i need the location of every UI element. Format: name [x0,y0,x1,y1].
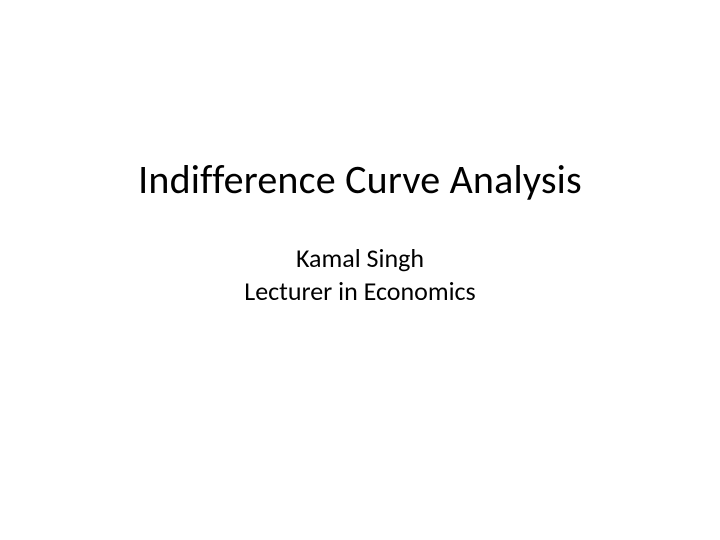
slide-title: Indifference Curve Analysis [138,155,582,204]
author-name: Kamal Singh [296,242,424,275]
subtitle-group: Kamal Singh Lecturer in Economics [244,242,475,307]
author-role: Lecturer in Economics [244,275,475,308]
